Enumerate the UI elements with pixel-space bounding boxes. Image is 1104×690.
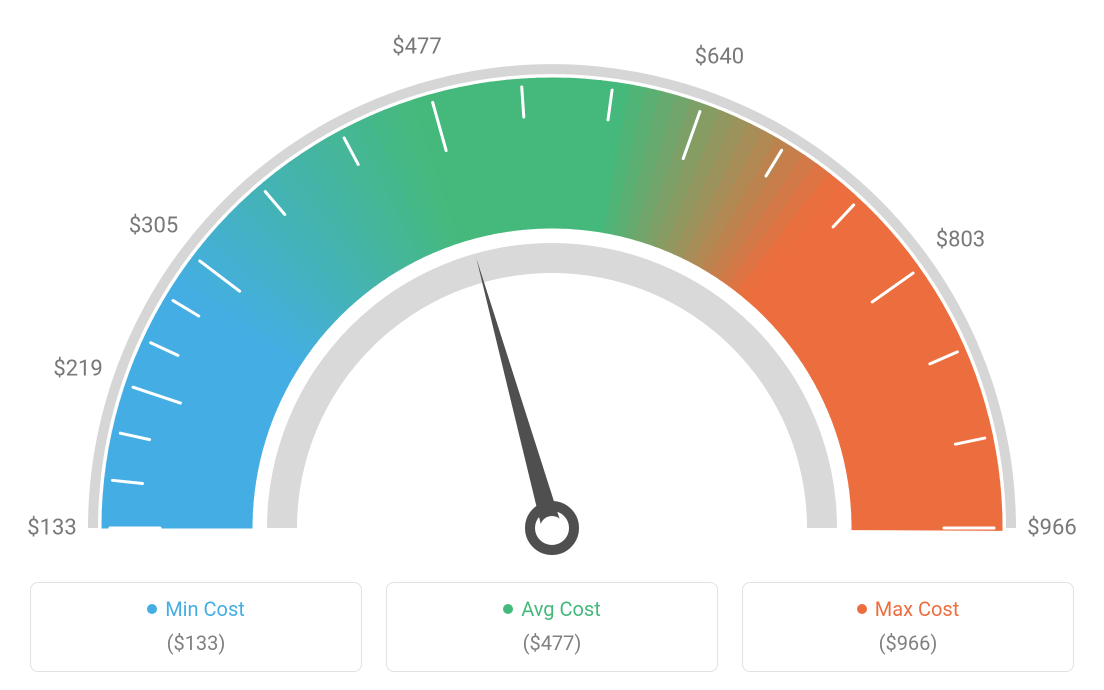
legend-title-avg: Avg Cost [503,597,601,621]
legend-title-max: Max Cost [857,597,960,621]
legend-value-max: ($966) [753,631,1063,655]
legend-card-min: Min Cost ($133) [30,582,362,672]
tick-label: $640 [695,44,744,69]
legend-title-min: Min Cost [147,597,245,621]
dot-min [147,604,157,614]
tick-label: $133 [27,516,76,541]
legend-card-max: Max Cost ($966) [742,582,1074,672]
legend-row: Min Cost ($133) Avg Cost ($477) Max Cost… [30,582,1074,672]
legend-card-avg: Avg Cost ($477) [386,582,718,672]
tick-label: $305 [129,213,178,238]
tick-label: $477 [392,34,441,59]
legend-value-min: ($133) [41,631,351,655]
gauge-area: $133 $219 $305 $477 $640 $803 $966 [0,0,1104,570]
legend-value-avg: ($477) [397,631,707,655]
legend-title-max-text: Max Cost [875,597,960,621]
gauge-svg [0,0,1104,570]
tick-label: $803 [936,227,985,252]
dot-avg [503,604,513,614]
dot-max [857,604,867,614]
legend-title-min-text: Min Cost [165,597,245,621]
tick-label: $219 [53,356,102,381]
cost-gauge-widget: $133 $219 $305 $477 $640 $803 $966 Min Cost ($… [0,0,1104,690]
legend-title-avg-text: Avg Cost [521,597,601,621]
tick-label: $966 [1027,516,1076,541]
